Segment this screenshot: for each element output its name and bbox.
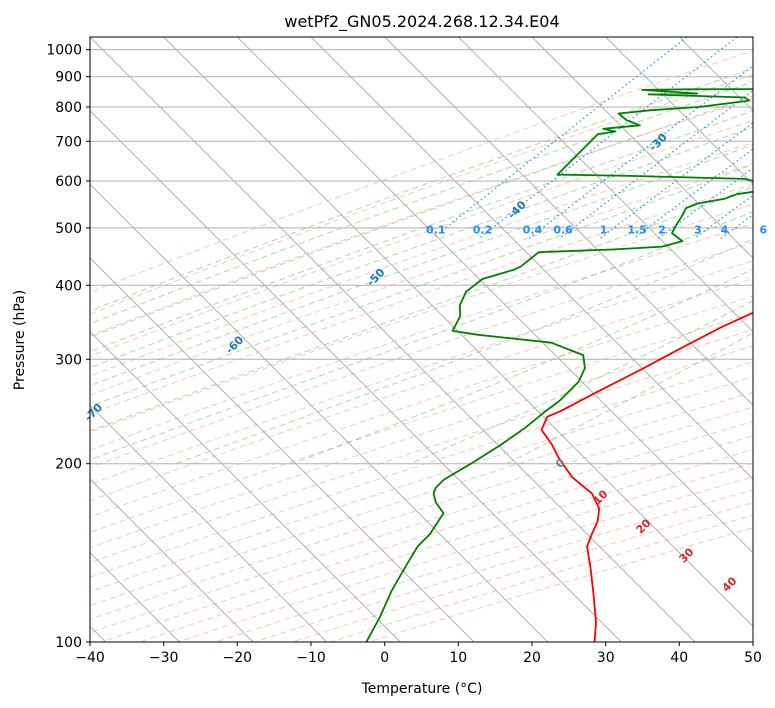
temperature-profile-line [540,311,753,642]
isotherm-line [163,37,753,628]
isotherm-line [236,37,753,554]
y-tick-label: 100 [55,635,82,651]
mixing-ratio-line [599,122,753,239]
moist-adiabat-line [90,163,753,407]
dry-adiabat-line [292,502,753,642]
background-lines [90,50,753,642]
dry-adiabat-line [90,50,753,293]
dry-adiabat-line [177,462,753,642]
plot-frame [89,36,754,643]
chart-title: wetPf2_GN05.2024.268.12.34.E04 [284,12,559,32]
mixing-ratio-label: 3 [694,224,702,237]
y-tick-label: 400 [55,278,82,294]
dry-adiabat-line [90,142,753,377]
isotherm-line [310,37,753,480]
moist-adiabat-line [90,81,753,325]
y-tick-label: 500 [55,221,82,237]
profile-lines [365,88,753,642]
moist-adiabat-line [175,238,753,465]
mixing-ratio-label: 2 [658,224,666,237]
mixing-ratio-line [694,194,753,239]
x-tick-label: 50 [744,650,762,666]
x-tick-label: −10 [296,650,326,666]
grid-lines [90,37,753,642]
isotherm-line [90,257,475,642]
y-tick-label: 1000 [46,43,82,59]
isotherm-line [384,37,753,407]
dry-adiabat-line [215,476,753,642]
dry-adiabat-line [101,435,753,642]
dry-adiabat-line [90,97,753,337]
plot-background [90,37,753,642]
moist-adiabat-line [90,67,753,312]
y-tick-label: 800 [55,100,82,116]
y-tick-label: 700 [55,134,82,150]
dry-adiabat-line [139,449,753,642]
x-tick-label: 0 [380,650,389,666]
isotherm-line [90,330,401,642]
x-tick-label: −20 [223,650,253,666]
x-axis-label: Temperature (°C) [361,681,483,697]
y-tick-label: 300 [55,352,82,368]
y-axis-ticks: 1000 900 800 700 600 500 400 300 200 100 [46,43,90,651]
dry-adiabat-line [90,361,753,578]
isotherm-line [605,37,753,186]
mixing-ratio-line [478,37,738,239]
isotherm-line [531,37,753,259]
y-tick-label: 900 [55,70,82,86]
x-tick-label: −30 [149,650,179,666]
x-tick-label: 20 [523,650,541,666]
x-axis-ticks: −40 −30 −20 −10 0 10 20 30 40 50 [75,642,762,666]
mixing-ratio-label: 1.5 [627,224,647,237]
isotherm-line [90,478,254,642]
dry-adiabat-line [254,489,753,642]
mixing-ratio-label: 4 [721,224,729,237]
x-tick-label: 40 [670,650,688,666]
mixing-ratio-label: 1 [600,224,608,237]
mixing-ratio-label: 0.6 [553,224,573,237]
x-tick-label: 10 [449,650,467,666]
dry-adiabat-line [90,163,753,396]
y-tick-label: 600 [55,174,82,190]
moist-adiabat-line [90,110,753,353]
isotherm-line [90,404,328,642]
mixing-ratio-line [559,89,753,239]
mixing-ratio-label: 6 [759,224,767,237]
dry-adiabat-line [90,345,753,564]
dry-adiabat-line [90,183,753,415]
dewpoint-profile-line [365,88,753,642]
y-tick-label: 200 [55,457,82,473]
mixing-ratio-line [528,65,753,239]
mixing-ratio-label: 0.2 [473,224,493,237]
mixing-ratio-label: 0.1 [426,224,446,237]
x-tick-label: 30 [597,650,615,666]
mixing-ratio-label: 0.4 [523,224,543,237]
dry-adiabat-line [90,120,753,357]
mixing-ratio-line [432,37,688,239]
isotherm-line [90,109,622,642]
y-axis-label: Pressure (hPa) [12,290,28,390]
isotherm-line [90,37,696,642]
moist-adiabat-line [90,126,753,369]
x-tick-label: −40 [75,650,105,666]
dry-adiabat-line [90,329,753,549]
isotherm-line [90,183,549,642]
